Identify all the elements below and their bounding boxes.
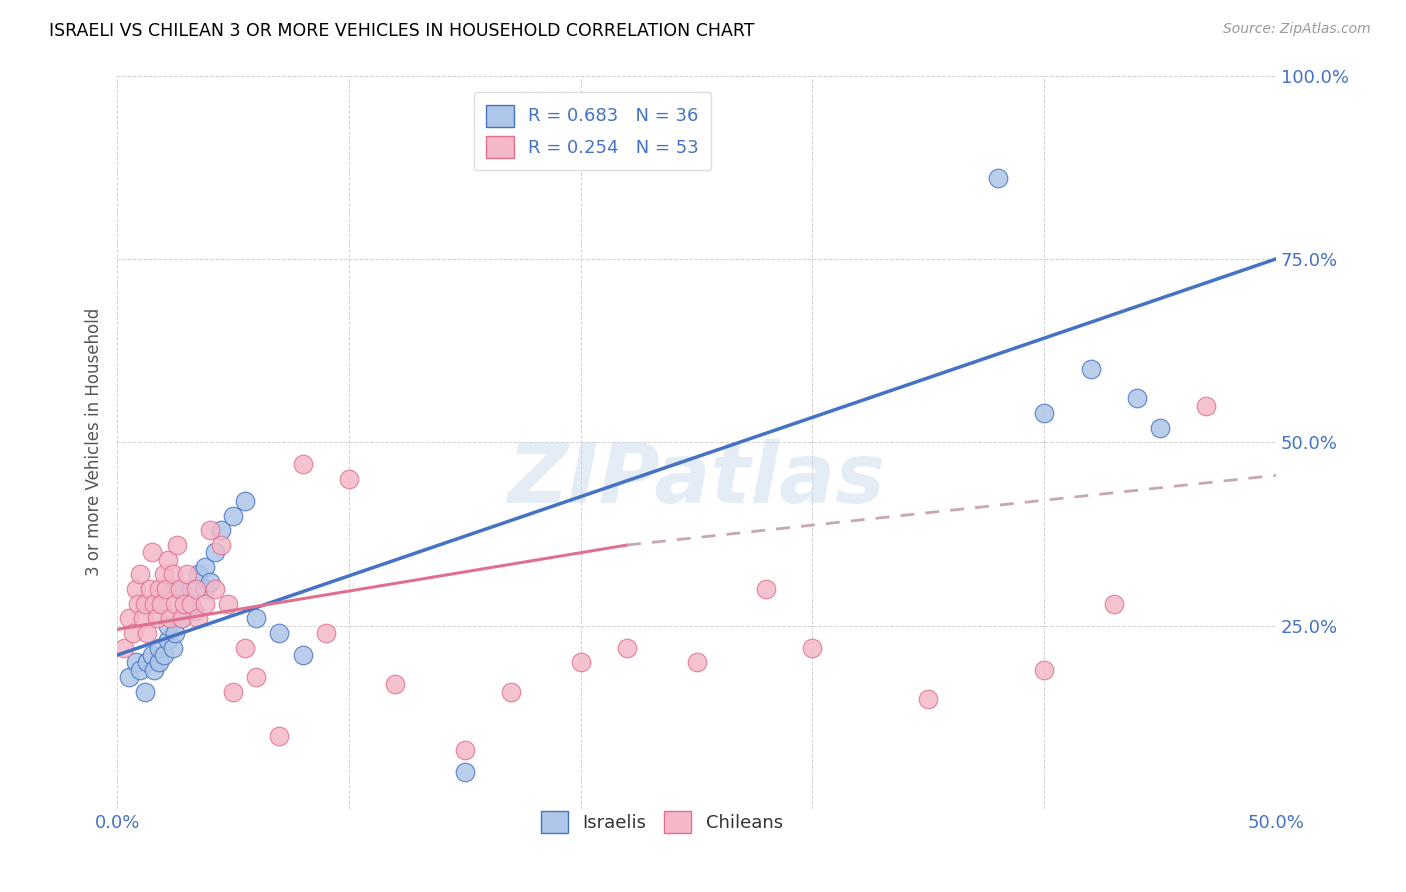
Point <box>152 567 174 582</box>
Point <box>616 640 638 655</box>
Point <box>143 597 166 611</box>
Point <box>169 582 191 596</box>
Point <box>166 538 188 552</box>
Point <box>1126 392 1149 406</box>
Point <box>136 656 159 670</box>
Point <box>454 765 477 780</box>
Point <box>204 582 226 596</box>
Y-axis label: 3 or more Vehicles in Household: 3 or more Vehicles in Household <box>86 309 103 576</box>
Point <box>194 582 217 596</box>
Point <box>801 640 824 655</box>
Point <box>987 171 1010 186</box>
Point <box>1033 406 1056 420</box>
Point <box>917 692 939 706</box>
Point <box>118 611 141 625</box>
Point <box>755 582 778 596</box>
Point <box>136 626 159 640</box>
Point <box>194 597 217 611</box>
Point <box>685 656 707 670</box>
Point <box>125 656 148 670</box>
Point <box>134 597 156 611</box>
Point <box>187 611 209 625</box>
Point <box>176 597 198 611</box>
Point <box>162 567 184 582</box>
Point <box>159 611 181 625</box>
Point <box>1033 663 1056 677</box>
Point <box>134 685 156 699</box>
Point <box>172 611 194 625</box>
Point <box>245 670 267 684</box>
Point <box>198 524 221 538</box>
Point <box>194 560 217 574</box>
Point <box>1080 362 1102 376</box>
Point <box>269 729 291 743</box>
Point <box>166 582 188 596</box>
Point <box>291 458 314 472</box>
Point <box>148 656 170 670</box>
Point <box>211 538 233 552</box>
Point <box>131 611 153 625</box>
Point <box>384 677 406 691</box>
Point <box>155 582 177 596</box>
Point <box>180 597 202 611</box>
Point <box>148 582 170 596</box>
Point <box>183 604 205 618</box>
Point <box>569 656 592 670</box>
Point <box>291 648 314 662</box>
Point <box>173 597 195 611</box>
Point <box>148 640 170 655</box>
Point <box>145 611 167 625</box>
Point <box>172 611 194 625</box>
Point <box>165 597 187 611</box>
Point <box>501 685 523 699</box>
Point <box>143 663 166 677</box>
Point <box>157 618 180 632</box>
Point <box>141 545 163 559</box>
Point <box>157 633 180 648</box>
Point <box>176 567 198 582</box>
Point <box>138 582 160 596</box>
Point <box>125 582 148 596</box>
Text: ISRAELI VS CHILEAN 3 OR MORE VEHICLES IN HOUSEHOLD CORRELATION CHART: ISRAELI VS CHILEAN 3 OR MORE VEHICLES IN… <box>49 22 755 40</box>
Point <box>122 626 145 640</box>
Point <box>150 597 173 611</box>
Point <box>233 640 256 655</box>
Text: Source: ZipAtlas.com: Source: ZipAtlas.com <box>1223 22 1371 37</box>
Point <box>112 640 135 655</box>
Point <box>315 626 337 640</box>
Point <box>157 552 180 566</box>
Point <box>1149 420 1171 434</box>
Point <box>187 567 209 582</box>
Point <box>118 670 141 684</box>
Point <box>180 582 202 596</box>
Point <box>245 611 267 625</box>
Point <box>1102 597 1125 611</box>
Legend: Israelis, Chileans: Israelis, Chileans <box>530 800 794 844</box>
Point <box>269 626 291 640</box>
Point <box>222 508 245 523</box>
Point <box>127 597 149 611</box>
Point <box>1195 399 1218 413</box>
Point <box>454 743 477 757</box>
Point <box>217 597 239 611</box>
Point <box>165 626 187 640</box>
Point <box>141 648 163 662</box>
Text: ZIPatlas: ZIPatlas <box>508 439 886 519</box>
Point <box>152 648 174 662</box>
Point <box>222 685 245 699</box>
Point <box>162 640 184 655</box>
Point <box>198 574 221 589</box>
Point <box>204 545 226 559</box>
Point <box>337 472 360 486</box>
Point <box>129 663 152 677</box>
Point <box>129 567 152 582</box>
Point <box>211 524 233 538</box>
Point <box>233 494 256 508</box>
Point <box>184 582 207 596</box>
